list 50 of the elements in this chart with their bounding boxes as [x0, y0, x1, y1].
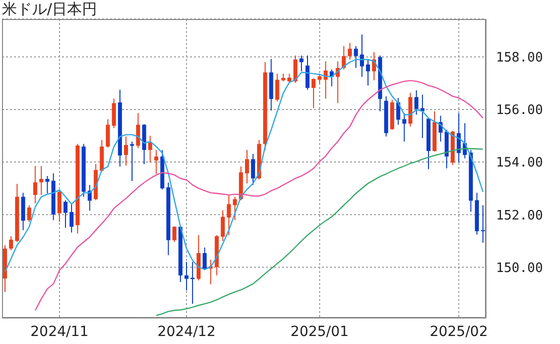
- candlestick: [39, 166, 44, 196]
- x-tick-label: 2024/11: [30, 324, 89, 340]
- candlestick: [106, 118, 110, 148]
- y-tick-label: 158.00: [496, 50, 543, 66]
- candlestick: [402, 112, 406, 142]
- y-tick-label: 150.00: [496, 260, 543, 276]
- candlestick: [287, 73, 292, 84]
- candlestick: [21, 192, 26, 231]
- candlestick: [33, 166, 38, 204]
- candlestick: [293, 55, 298, 84]
- candlestick: [130, 141, 134, 182]
- candlestick: [420, 94, 424, 139]
- y-tick-label: 156.00: [496, 103, 543, 118]
- candlestick: [154, 149, 158, 174]
- candlestick: [312, 78, 316, 109]
- candlestick: [480, 204, 485, 244]
- candlestick: [57, 188, 62, 222]
- candlestick: [220, 210, 225, 242]
- candlestick: [306, 55, 310, 90]
- candlestick: [9, 236, 14, 251]
- candlestick: [184, 261, 188, 291]
- candlestick: [342, 46, 346, 70]
- candlestick: [70, 202, 74, 234]
- candlestick: [112, 98, 116, 129]
- y-tick-label: 154.00: [496, 156, 543, 171]
- candlestick: [202, 247, 207, 270]
- candlestick: [299, 55, 304, 72]
- x-tick-label: 2025/01: [290, 324, 349, 340]
- candlestick: [124, 136, 128, 166]
- candlestick: [172, 226, 176, 242]
- candlestick: [360, 34, 364, 78]
- candlestick: [148, 135, 152, 164]
- candlestick: [136, 112, 140, 149]
- x-tick-label: 2024/12: [157, 324, 216, 340]
- line-series: [34, 80, 484, 311]
- chart-title: 米ドル/日本円: [2, 0, 98, 19]
- candlestick: [348, 42, 352, 60]
- candlestick: [232, 196, 237, 221]
- candlestick: [45, 175, 50, 194]
- candlestick: [226, 194, 231, 236]
- x-tick-label: 2025/02: [430, 324, 488, 340]
- candlestick: [414, 90, 418, 116]
- y-tick-label: 152.00: [496, 208, 543, 224]
- candlestick: [64, 200, 68, 228]
- candlestick: [245, 149, 249, 184]
- candlestick: [275, 73, 280, 102]
- candlestick: [251, 153, 256, 186]
- candlestick: [27, 204, 32, 222]
- candlestick: [366, 59, 370, 86]
- candlestick: [354, 46, 358, 68]
